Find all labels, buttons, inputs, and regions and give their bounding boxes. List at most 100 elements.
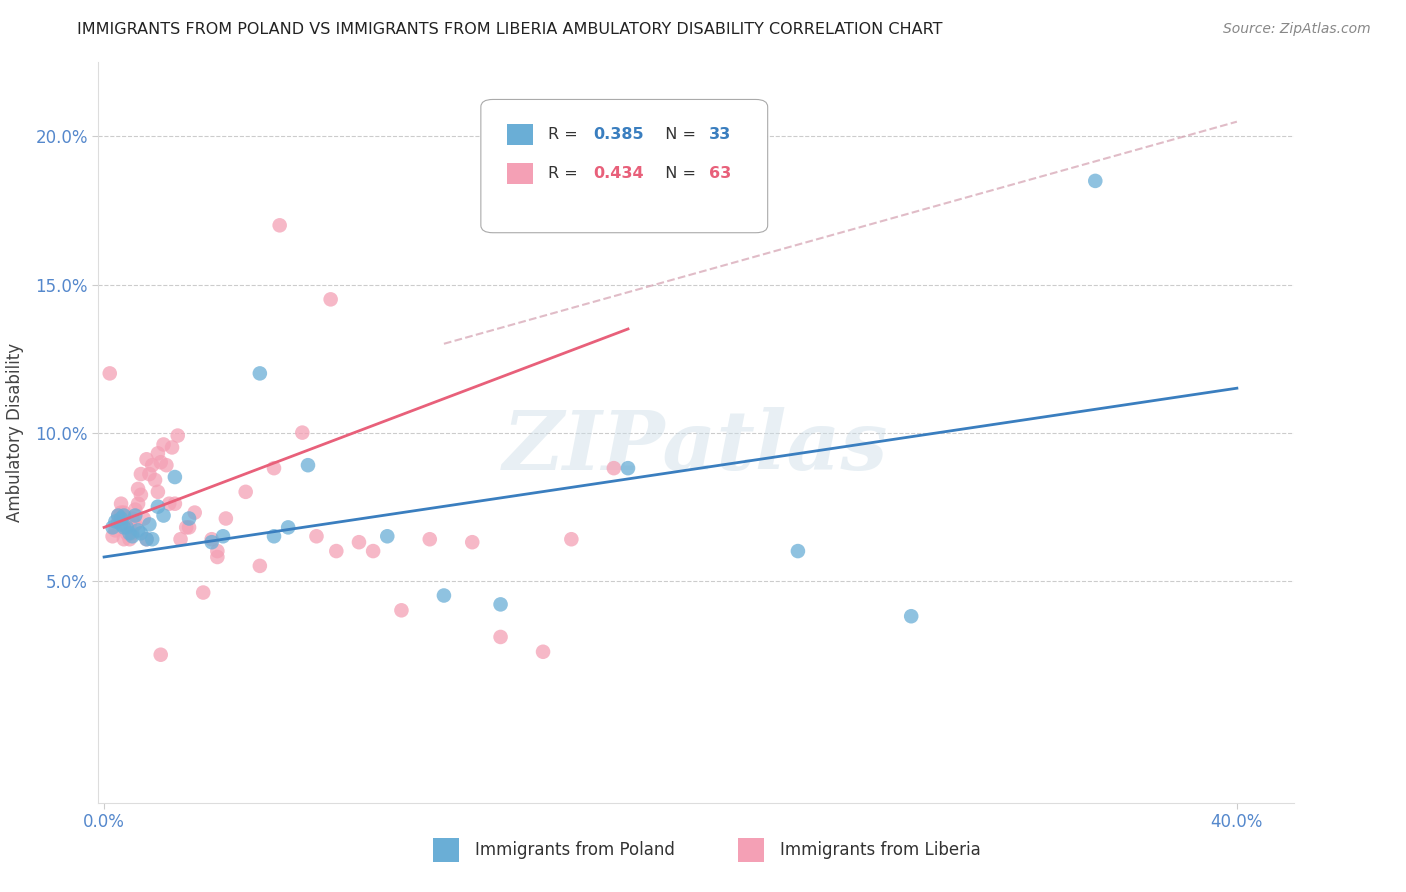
Point [375, 529, 398, 543]
Point [249, 367, 271, 381]
Point [101, 520, 124, 534]
Text: N =: N = [655, 128, 702, 142]
Point [391, 603, 413, 617]
Point [249, 558, 271, 573]
Point [560, 533, 582, 547]
Point [215, 511, 238, 525]
Point [135, 452, 157, 467]
Point [127, 497, 149, 511]
Point [129, 467, 152, 481]
FancyBboxPatch shape [481, 99, 768, 233]
Point [132, 511, 155, 525]
Point [201, 533, 224, 547]
Point [127, 482, 149, 496]
Point [269, 219, 291, 233]
Point [603, 461, 626, 475]
Point [115, 526, 138, 541]
Point [305, 529, 328, 543]
Point [127, 524, 149, 538]
Point [174, 520, 197, 534]
Point [319, 293, 342, 307]
Point [107, 508, 129, 523]
Point [347, 535, 370, 549]
Point [152, 437, 174, 451]
Point [177, 511, 200, 525]
Point [98, 367, 121, 381]
Text: Immigrants from Poland: Immigrants from Poland [475, 841, 675, 859]
Point [124, 508, 146, 523]
Point [152, 508, 174, 523]
Point [166, 428, 188, 442]
Point [787, 544, 810, 558]
Point [361, 544, 384, 558]
Point [617, 461, 640, 475]
Point [325, 544, 347, 558]
Point [900, 609, 922, 624]
Text: 63: 63 [709, 166, 731, 181]
Point [146, 500, 169, 514]
Text: R =: R = [548, 128, 582, 142]
FancyBboxPatch shape [433, 838, 460, 862]
Point [124, 502, 146, 516]
Point [157, 497, 180, 511]
Point [121, 511, 143, 525]
Point [183, 506, 205, 520]
FancyBboxPatch shape [508, 162, 533, 184]
Point [129, 488, 152, 502]
Point [107, 515, 129, 529]
Point [110, 497, 132, 511]
Point [149, 455, 172, 469]
Text: IMMIGRANTS FROM POLAND VS IMMIGRANTS FROM LIBERIA AMBULATORY DISABILITY CORRELAT: IMMIGRANTS FROM POLAND VS IMMIGRANTS FRO… [77, 22, 943, 37]
Point [212, 529, 235, 543]
Point [263, 529, 285, 543]
Point [419, 533, 441, 547]
Point [177, 520, 200, 534]
Point [297, 458, 319, 473]
Point [433, 589, 456, 603]
Point [118, 526, 141, 541]
Point [155, 458, 177, 473]
Text: R =: R = [548, 166, 582, 181]
Point [143, 473, 166, 487]
Text: 0.434: 0.434 [593, 166, 644, 181]
Point [107, 508, 129, 523]
Point [1084, 174, 1107, 188]
Y-axis label: Ambulatory Disability: Ambulatory Disability [7, 343, 24, 522]
Point [118, 533, 141, 547]
Point [149, 648, 172, 662]
Point [129, 526, 152, 541]
Point [121, 526, 143, 541]
Point [263, 461, 285, 475]
Text: 33: 33 [709, 128, 731, 142]
Text: ZIPatlas: ZIPatlas [503, 408, 889, 487]
FancyBboxPatch shape [738, 838, 763, 862]
Point [489, 598, 512, 612]
Point [277, 520, 299, 534]
Point [146, 484, 169, 499]
Point [101, 529, 124, 543]
Point [104, 515, 127, 529]
Point [201, 535, 224, 549]
Point [110, 506, 132, 520]
Point [489, 630, 512, 644]
Point [138, 467, 160, 481]
Point [461, 535, 484, 549]
Point [115, 520, 138, 534]
Point [112, 508, 135, 523]
Point [121, 529, 143, 543]
Point [112, 533, 135, 547]
Point [141, 533, 163, 547]
Point [163, 497, 186, 511]
Point [112, 506, 135, 520]
Point [193, 585, 215, 599]
Point [135, 533, 157, 547]
Point [291, 425, 314, 440]
Point [163, 470, 186, 484]
Point [141, 458, 163, 473]
Point [160, 441, 183, 455]
Point [138, 517, 160, 532]
Point [110, 511, 132, 525]
Text: Immigrants from Liberia: Immigrants from Liberia [779, 841, 980, 859]
Point [135, 533, 157, 547]
Text: N =: N = [655, 166, 702, 181]
